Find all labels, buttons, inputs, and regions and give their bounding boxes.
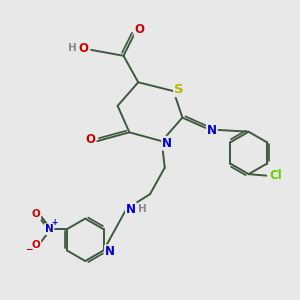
Text: N: N (45, 224, 54, 234)
Text: O: O (32, 209, 40, 220)
Text: N: N (126, 203, 136, 216)
Text: O: O (135, 23, 145, 36)
Text: O: O (85, 133, 95, 146)
Text: N: N (105, 245, 115, 258)
Text: O: O (79, 42, 89, 55)
Text: H: H (68, 44, 77, 53)
Text: O: O (32, 239, 40, 250)
Text: H: H (138, 205, 147, 214)
Text: −: − (25, 245, 33, 254)
Text: Cl: Cl (269, 169, 282, 182)
Text: N: N (162, 137, 172, 150)
Text: S: S (174, 83, 184, 96)
Text: N: N (207, 124, 217, 137)
Text: +: + (51, 218, 57, 227)
